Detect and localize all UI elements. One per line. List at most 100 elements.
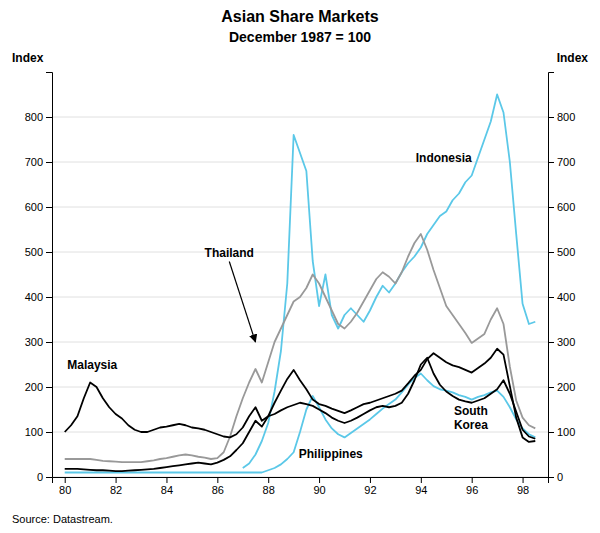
y-tick-label: 800: [25, 111, 43, 123]
y-tick-mark: [46, 117, 52, 118]
x-tick-mark: [166, 477, 167, 483]
y-tick-mark: [46, 342, 52, 343]
x-tick-mark: [370, 477, 371, 483]
x-tick-mark: [217, 477, 218, 483]
y-tick-mark: [46, 477, 52, 478]
y-axis-label: Index: [12, 51, 44, 65]
y-tick-label: 100: [25, 426, 43, 438]
y2-tick-label: 700: [557, 156, 575, 168]
x-tick-mark: [268, 477, 269, 483]
y-tick-mark: [46, 387, 52, 388]
x-tick-mark: [319, 477, 320, 483]
y-tick-label: 700: [25, 156, 43, 168]
y-tick-label: 0: [37, 471, 43, 483]
grid-line: [52, 162, 548, 163]
x-tick-label: 96: [466, 484, 478, 496]
y2-tick-label: 600: [557, 201, 575, 213]
y2-tick-mark: [548, 162, 554, 163]
y-tick: 300: [25, 336, 52, 348]
y-tick-label: 300: [25, 336, 43, 348]
x-tick: 94: [415, 477, 427, 496]
x-axis: 80 82 84 86 88 90 92 94 96 98: [53, 477, 549, 496]
y-axis: 0 100 200 300 400 500 600 700 800: [25, 73, 53, 484]
annotation-line: Malaysia: [67, 358, 117, 372]
annotation: Philippines: [299, 447, 363, 461]
y2-tick: 600: [548, 201, 575, 213]
x-tick: 84: [161, 477, 173, 496]
y-tick-label: 600: [25, 201, 43, 213]
y2-tick-label: 400: [557, 291, 575, 303]
y2-tick: 300: [548, 336, 575, 348]
y-tick: 600: [25, 201, 52, 213]
x-axis-line: [53, 478, 549, 484]
y2-tick-mark: [548, 387, 554, 388]
annotation-line: Korea: [454, 418, 488, 432]
x-tick-label: 94: [415, 484, 427, 496]
y2-tick-mark: [548, 297, 554, 298]
x-tick: 90: [313, 477, 325, 496]
chart: 80 82 84 86 88 90 92 94 96 98 0 100 200 300 400 500 600 7…: [0, 0, 600, 533]
y-tick-label: 400: [25, 291, 43, 303]
subtitle: December 1987 = 100: [229, 29, 371, 45]
x-tick-label: 90: [313, 484, 325, 496]
series-line: [243, 95, 536, 469]
x-tick: 80: [59, 477, 71, 496]
y2-tick-mark: [548, 342, 554, 343]
annotation-line: Thailand: [205, 246, 254, 260]
y-tick: 400: [25, 291, 52, 303]
y2-tick: 0: [548, 471, 563, 483]
y-tick: 200: [25, 381, 52, 393]
y2-axis-line: [549, 73, 555, 478]
title: Asian Share Markets: [221, 8, 379, 25]
annotation-line: Indonesia: [416, 151, 472, 165]
annotation: Indonesia: [416, 151, 472, 165]
x-tick-label: 88: [263, 484, 275, 496]
y2-tick: 800: [548, 111, 575, 123]
annotation: Malaysia: [67, 358, 117, 372]
source: Source: Datastream.: [12, 513, 113, 525]
y2-tick-label: 0: [557, 471, 563, 483]
x-tick: 88: [263, 477, 275, 496]
y-tick: 0: [37, 471, 52, 483]
series-line: [65, 358, 536, 439]
annotations: Indonesia Malaysia Philippines SouthKorea Th…: [67, 151, 488, 461]
grid-line: [52, 252, 548, 253]
annotation-line: South: [454, 404, 488, 418]
annotation-arrow: [229, 262, 255, 343]
x-tick-mark: [472, 477, 473, 483]
y2-tick: 200: [548, 381, 575, 393]
y-tick-mark: [46, 297, 52, 298]
x-tick-label: 84: [161, 484, 173, 496]
grid-line: [52, 387, 548, 388]
y2-tick-mark: [548, 117, 554, 118]
y2-tick-mark: [548, 477, 554, 478]
y2-tick: 700: [548, 156, 575, 168]
annotation-line: Philippines: [299, 447, 363, 461]
y2-tick-label: 800: [557, 111, 575, 123]
y-tick-mark: [46, 252, 52, 253]
y2-tick: 100: [548, 426, 575, 438]
x-tick: 92: [364, 477, 376, 496]
y-tick: 800: [25, 111, 52, 123]
y2-axis-label: Index: [557, 51, 589, 65]
x-tick-label: 92: [364, 484, 376, 496]
y2-tick-label: 100: [557, 426, 575, 438]
series-line: [65, 374, 536, 473]
y2-tick-mark: [548, 252, 554, 253]
y-tick-label: 200: [25, 381, 43, 393]
x-tick-label: 80: [59, 484, 71, 496]
y2-tick-label: 500: [557, 246, 575, 258]
y-tick-mark: [46, 207, 52, 208]
y-tick: 100: [25, 426, 52, 438]
y2-tick: 400: [548, 291, 575, 303]
x-tick-label: 98: [517, 484, 529, 496]
y2-tick-label: 300: [557, 336, 575, 348]
y-tick-mark: [46, 162, 52, 163]
x-tick: 98: [517, 477, 529, 496]
y2-tick-mark: [548, 432, 554, 433]
y-tick: 500: [25, 246, 52, 258]
y-tick-label: 500: [25, 246, 43, 258]
x-tick: 86: [212, 477, 224, 496]
x-tick: 82: [110, 477, 122, 496]
y-tick: 700: [25, 156, 52, 168]
